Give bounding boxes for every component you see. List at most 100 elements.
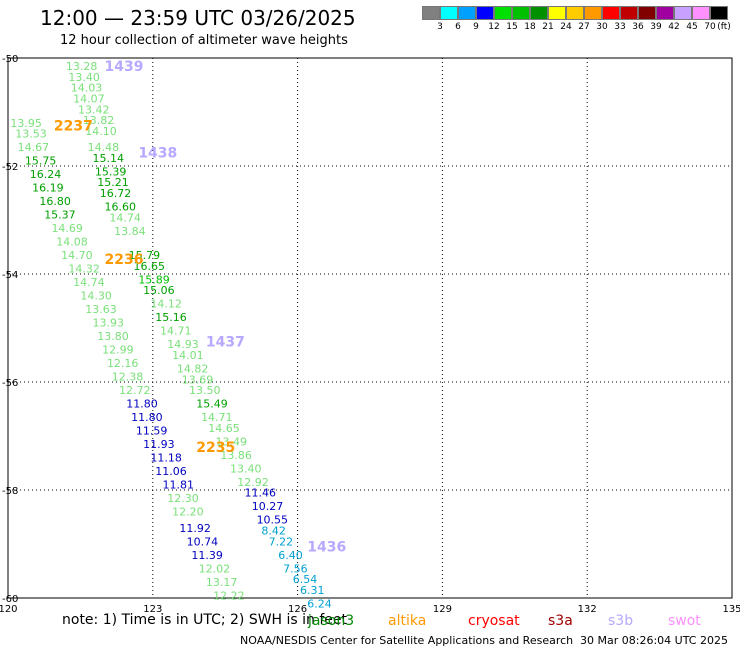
x-tick-label: 132 bbox=[578, 604, 597, 615]
y-tick-label: -58 bbox=[2, 486, 18, 497]
wave-height-value: 15.21 bbox=[97, 176, 129, 189]
wave-height-value: 14.07 bbox=[73, 93, 105, 106]
wave-height-value: 6.40 bbox=[278, 549, 303, 562]
wave-height-value: 13.95 bbox=[10, 117, 42, 130]
legend-label: 39 bbox=[650, 22, 662, 32]
wave-height-value: 11.18 bbox=[150, 452, 182, 465]
wave-height-value: 15.16 bbox=[155, 311, 187, 324]
wave-height-value: 10.55 bbox=[257, 514, 289, 527]
wave-height-value: 16.72 bbox=[100, 187, 132, 200]
legend-label: 12 bbox=[488, 22, 500, 32]
satellite-swot: swot bbox=[668, 613, 701, 629]
wave-height-value: 13.80 bbox=[97, 330, 129, 343]
wave-height-value: 14.82 bbox=[177, 363, 209, 376]
wave-height-value: 14.48 bbox=[88, 141, 120, 154]
pass-time-label: 1438 bbox=[138, 146, 177, 162]
wave-height-value: 16.65 bbox=[133, 260, 165, 273]
y-tick-label: -52 bbox=[2, 162, 18, 173]
wave-height-value: 10.27 bbox=[252, 500, 284, 513]
wave-height-value: 11.81 bbox=[162, 479, 194, 492]
legend-swatch bbox=[458, 6, 476, 20]
legend-label: 36 bbox=[632, 22, 644, 32]
wave-height-value: 15.49 bbox=[196, 398, 228, 411]
wave-height-value: 15.75 bbox=[25, 155, 57, 168]
wave-height-value: 14.30 bbox=[80, 290, 112, 303]
wave-height-value: 10.74 bbox=[187, 535, 219, 548]
wave-height-value: 13.86 bbox=[220, 449, 252, 462]
wave-height-value: 15.89 bbox=[138, 273, 170, 286]
legend-swatch bbox=[530, 6, 548, 20]
wave-height-value: 13.93 bbox=[92, 317, 124, 330]
x-tick-label: 135 bbox=[722, 604, 740, 615]
wave-height-value: 15.06 bbox=[143, 284, 175, 297]
wave-height-value: 12.02 bbox=[199, 562, 231, 575]
wave-height-value: 16.19 bbox=[32, 182, 64, 195]
wave-height-value: 15.14 bbox=[92, 152, 124, 165]
wave-height-value: 12.16 bbox=[107, 357, 138, 370]
legend-swatch bbox=[422, 6, 440, 20]
wave-height-value: 12.99 bbox=[102, 344, 133, 357]
legend-swatch bbox=[476, 6, 494, 20]
wave-height-value: 15.39 bbox=[95, 165, 127, 178]
wave-height-value: 16.60 bbox=[105, 201, 136, 214]
wave-height-value: 16.80 bbox=[39, 195, 71, 208]
wave-height-value: 7.56 bbox=[283, 562, 308, 575]
legend-swatch bbox=[548, 6, 566, 20]
wave-height-value: 14.67 bbox=[18, 141, 50, 154]
plot-frame bbox=[7, 57, 733, 599]
wave-height-value: 11.80 bbox=[131, 411, 163, 424]
x-tick-label: 126 bbox=[288, 604, 307, 615]
legend-label: 6 bbox=[455, 22, 461, 32]
wave-height-value: 13.28 bbox=[66, 60, 98, 73]
wave-height-value: 13.63 bbox=[85, 303, 117, 316]
y-tick-label: -56 bbox=[2, 378, 18, 389]
pass-time-label: 1437 bbox=[206, 335, 245, 351]
wave-height-value: 13.40 bbox=[68, 71, 100, 84]
satellite-s3b: s3b bbox=[608, 613, 634, 629]
wave-height-value: 14.12 bbox=[150, 298, 182, 311]
wave-height-value: 11.59 bbox=[136, 425, 168, 438]
wave-height-value: 7.22 bbox=[269, 535, 294, 548]
wave-height-value: 8.42 bbox=[261, 525, 286, 538]
wave-height-value: 13.50 bbox=[189, 384, 221, 397]
wave-height-value: 13.40 bbox=[230, 462, 262, 475]
legend-label: 27 bbox=[578, 22, 590, 32]
wave-height-value: 14.93 bbox=[167, 338, 199, 351]
wave-height-value: 15.79 bbox=[129, 249, 161, 262]
satellite-cryosat: cryosat bbox=[468, 613, 520, 629]
x-tick-label: 123 bbox=[143, 604, 162, 615]
y-tick-label: -54 bbox=[2, 270, 18, 281]
wave-height-value: 6.31 bbox=[300, 584, 325, 597]
satellite-altika: altika bbox=[388, 613, 427, 629]
legend-swatch bbox=[710, 6, 728, 20]
wave-height-value: 12.30 bbox=[167, 492, 199, 505]
legend-label: 45 bbox=[686, 22, 698, 32]
footer-credit: NOAA/NESDIS Center for Satellite Applica… bbox=[240, 634, 574, 647]
wave-height-value: 14.69 bbox=[51, 222, 83, 235]
legend-swatch bbox=[656, 6, 674, 20]
wave-height-value: 12.22 bbox=[213, 589, 245, 602]
y-tick-label: -60 bbox=[2, 594, 18, 605]
wave-height-value: 16.24 bbox=[30, 168, 62, 181]
legend-label: 18 bbox=[524, 22, 536, 32]
legend-swatch bbox=[566, 6, 584, 20]
pass-time-label: 2235 bbox=[196, 440, 235, 456]
pass-time-label: 1439 bbox=[105, 59, 144, 75]
wave-height-value: 14.01 bbox=[172, 349, 204, 362]
pass-time-label: 2237 bbox=[54, 119, 93, 135]
wave-height-value: 14.70 bbox=[61, 249, 93, 262]
wave-height-value: 6.24 bbox=[307, 597, 332, 610]
legend-swatch bbox=[674, 6, 692, 20]
footer-timestamp: 30 Mar 08:26:04 UTC 2025 bbox=[580, 634, 728, 647]
wave-height-value: 11.93 bbox=[143, 438, 175, 451]
pass-time-label: 1436 bbox=[307, 540, 346, 556]
note-text: note: 1) Time is in UTC; 2) SWH is in fe… bbox=[62, 612, 348, 628]
legend-label: 21 bbox=[542, 22, 554, 32]
legend-swatch bbox=[638, 6, 656, 20]
legend-label: 15 bbox=[506, 22, 518, 32]
legend-swatch bbox=[584, 6, 602, 20]
wave-height-value: 15.37 bbox=[44, 209, 75, 222]
wave-height-value: 12.92 bbox=[237, 476, 269, 489]
legend-unit: (ft) bbox=[717, 22, 731, 32]
